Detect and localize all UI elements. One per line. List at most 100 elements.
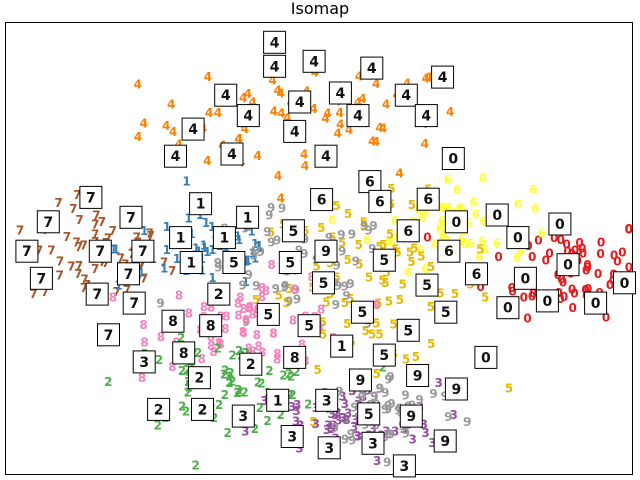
scatter-point-digit-2: 2 [254, 376, 262, 390]
thumbnail-frame [199, 314, 223, 338]
scatter-point-digit-5: 5 [406, 246, 414, 260]
thumbnail-digit-glyph: 4 [336, 86, 346, 102]
scatter-point-digit-8: 8 [200, 300, 208, 314]
thumbnail-digit-glyph: 3 [139, 355, 149, 371]
scatter-point-digit-8: 8 [168, 360, 176, 374]
scatter-point-digit-2: 2 [235, 344, 243, 358]
scatter-point-digit-7: 7 [72, 236, 80, 250]
scatter-point-digit-9: 9 [335, 384, 343, 398]
thumbnail-frame [281, 219, 305, 243]
scatter-point-digit-9: 9 [381, 386, 389, 400]
thumbnail-digit-glyph: 0 [492, 208, 502, 224]
scatter-point-digit-9: 9 [396, 402, 404, 416]
scatter-point-digit-9: 9 [292, 283, 300, 297]
scatter-point-digit-5: 5 [343, 317, 351, 331]
scatter-point-digit-6: 6 [493, 236, 501, 250]
scatter-point-digit-5: 5 [360, 215, 368, 229]
thumbnail-frame [513, 266, 537, 290]
scatter-point-digit-0: 0 [508, 281, 516, 295]
scatter-point-digit-5: 5 [283, 296, 291, 310]
chart-title: Isomap [290, 0, 350, 18]
scatter-point-digit-4: 4 [382, 98, 390, 112]
scatter-point-digit-6: 6 [421, 262, 429, 276]
scatter-point-digit-8: 8 [246, 300, 254, 314]
thumbnail-digit-glyph: 6 [375, 194, 385, 210]
digit-thumbnail-9: 9 [406, 364, 430, 387]
scatter-point-digit-0: 0 [625, 222, 633, 236]
thumbnail-frame [314, 239, 338, 263]
scatter-point-digit-8: 8 [270, 326, 278, 340]
scatter-point-digit-2: 2 [240, 385, 248, 399]
scatter-point-digit-4: 4 [162, 119, 170, 133]
scatter-point-digit-8: 8 [236, 291, 244, 305]
thumbnail-digit-glyph: 6 [423, 192, 433, 208]
digit-thumbnail-0: 0 [548, 212, 572, 236]
scatter-point-digit-9: 9 [463, 415, 471, 429]
thumbnail-digit-glyph: 5 [441, 305, 451, 321]
digit-thumbnail-6: 6 [465, 262, 488, 286]
thumbnail-frame [485, 203, 509, 227]
thumbnail-digit-glyph: 5 [364, 407, 374, 423]
scatter-point-digit-9: 9 [293, 292, 301, 306]
scatter-point-digit-1: 1 [242, 275, 250, 289]
scatter-point-digit-1: 1 [184, 211, 192, 225]
digit-thumbnail-4: 4 [302, 49, 326, 73]
scatter-point-digit-9: 9 [273, 233, 281, 247]
scatter-point-digit-6: 6 [470, 196, 478, 210]
scatter-point-digit-7: 7 [91, 227, 99, 241]
scatter-point-digit-9: 9 [381, 403, 389, 417]
scatter-point-digit-9: 9 [370, 390, 378, 404]
thumbnail-frame [263, 54, 287, 78]
scatter-point-digit-2: 2 [214, 341, 222, 355]
digit-thumbnail-4: 4 [164, 144, 187, 168]
scatter-point-digit-9: 9 [359, 387, 367, 401]
thumbnail-digit-glyph: 5 [379, 348, 389, 364]
scatter-point-digit-6: 6 [422, 206, 430, 220]
thumbnail-digit-glyph: 5 [229, 256, 239, 272]
thumbnail-frame [169, 226, 193, 250]
scatter-point-digit-7: 7 [91, 262, 99, 276]
scatter-point-digit-0: 0 [529, 286, 537, 300]
scatter-point-digit-5: 5 [319, 316, 327, 330]
scatter-point-digit-3: 3 [435, 376, 443, 390]
thumbnail-digit-glyph: 4 [438, 70, 448, 86]
thumbnail-frame [288, 90, 312, 114]
scatter-point-digit-7: 7 [145, 227, 153, 241]
scatter-point-digit-3: 3 [338, 389, 346, 403]
scatter-point-digit-6: 6 [472, 208, 480, 222]
scatter-point-digit-9: 9 [441, 390, 449, 404]
scatter-point-digit-0: 0 [613, 254, 621, 268]
scatter-point-digit-1: 1 [173, 252, 181, 266]
scatter-point-digit-9: 9 [375, 382, 383, 396]
scatter-point-digit-0: 0 [520, 291, 528, 305]
scatter-point-digit-2: 2 [178, 364, 186, 378]
scatter-point-digit-4: 4 [167, 98, 175, 112]
thumbnail-digit-glyph: 1 [186, 256, 196, 272]
digit-thumbnail-4: 4 [414, 104, 438, 128]
scatter-point-digit-4: 4 [277, 192, 285, 206]
thumbnail-digit-glyph: 3 [238, 409, 248, 425]
digit-thumbnail-7: 7 [131, 239, 155, 263]
scatter-point-digit-5: 5 [344, 253, 352, 267]
thumbnail-frame [207, 282, 231, 306]
thumbnail-digit-glyph: 2 [198, 402, 208, 418]
scatter-point-digit-0: 0 [618, 246, 626, 260]
thumbnail-digit-glyph: 2 [154, 402, 164, 418]
scatter-point-digit-4: 4 [134, 130, 142, 144]
digit-thumbnail-4: 4 [220, 142, 244, 166]
digit-thumbnail-1: 1 [330, 334, 354, 358]
scatter-point-digit-3: 3 [292, 415, 300, 429]
scatter-point-digit-7: 7 [140, 271, 148, 285]
scatter-point-digit-9: 9 [402, 426, 410, 440]
digit-thumbnail-2: 2 [239, 352, 263, 376]
scatter-point-digit-1: 1 [242, 254, 250, 268]
scatter-point-digit-9: 9 [280, 280, 288, 294]
digit-thumbnail-4: 4 [181, 117, 205, 141]
thumbnail-digit-glyph: 9 [406, 409, 416, 425]
thumbnail-frame [584, 291, 608, 315]
scatter-point-digit-1: 1 [248, 247, 256, 261]
scatter-point-digit-5: 5 [412, 350, 420, 364]
scatter-point-digit-7: 7 [69, 202, 77, 216]
scatter-point-digit-1: 1 [203, 245, 211, 259]
thumbnail-frame [357, 402, 381, 426]
